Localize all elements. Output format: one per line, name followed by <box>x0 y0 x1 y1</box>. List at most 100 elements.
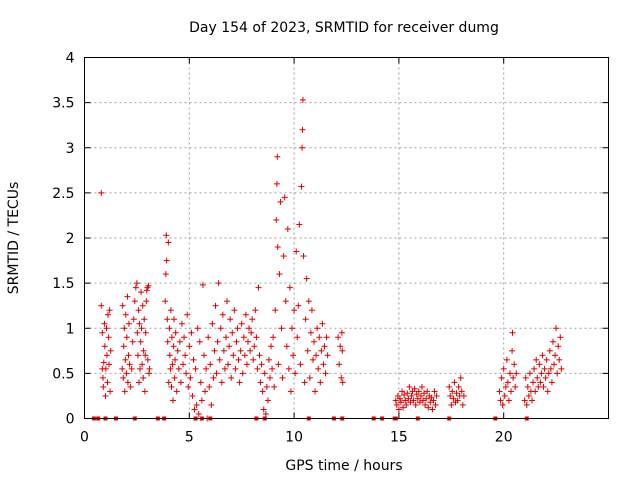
data-point <box>320 361 327 368</box>
data-point <box>166 325 173 332</box>
data-point <box>138 325 145 332</box>
data-point <box>234 325 241 332</box>
data-point <box>522 374 529 381</box>
data-point <box>134 352 141 359</box>
data-point <box>257 379 264 386</box>
data-point <box>177 379 184 386</box>
data-point <box>554 370 561 377</box>
data-point <box>291 307 298 314</box>
data-point <box>246 325 253 332</box>
data-point <box>209 320 216 327</box>
data-point <box>123 334 130 341</box>
data-point <box>501 392 508 399</box>
data-point <box>212 302 219 309</box>
data-point <box>542 374 549 381</box>
data-point <box>169 361 176 368</box>
data-point <box>544 388 551 395</box>
data-point <box>188 329 195 336</box>
data-point <box>170 343 177 350</box>
x-tick-label: 15 <box>390 430 408 446</box>
data-point <box>172 329 179 336</box>
data-point <box>324 352 331 359</box>
data-point <box>528 397 535 404</box>
data-point <box>227 316 234 323</box>
data-point <box>107 347 114 354</box>
data-point <box>139 361 146 368</box>
data-point <box>122 311 129 318</box>
data-point <box>421 390 428 397</box>
data-point <box>183 370 190 377</box>
data-point <box>195 410 202 417</box>
data-point <box>263 383 270 390</box>
data-point <box>285 365 292 372</box>
data-point <box>261 370 268 377</box>
data-point <box>279 374 286 381</box>
data-point <box>270 334 277 341</box>
data-point <box>274 244 281 251</box>
data-point <box>163 257 170 264</box>
data-point <box>185 383 192 390</box>
data-point <box>339 347 346 354</box>
data-point <box>278 325 285 332</box>
y-tick-label: 1.5 <box>52 276 74 292</box>
data-point <box>273 180 280 187</box>
data-point <box>220 347 227 354</box>
data-point <box>526 370 533 377</box>
data-point <box>181 334 188 341</box>
data-point <box>392 397 399 404</box>
data-point <box>194 325 201 332</box>
data-point <box>337 343 344 350</box>
data-point <box>503 356 510 363</box>
data-point <box>120 343 127 350</box>
data-point <box>316 334 323 341</box>
data-point <box>502 383 509 390</box>
data-point <box>396 395 403 402</box>
data-point <box>254 365 261 372</box>
data-point <box>532 388 539 395</box>
data-point <box>500 365 507 372</box>
data-point <box>143 287 150 294</box>
data-point <box>335 334 342 341</box>
data-point <box>193 401 200 408</box>
data-point <box>289 325 296 332</box>
data-point <box>199 281 206 288</box>
y-tick-label: 3.5 <box>52 96 74 112</box>
y-tick-label: 0.5 <box>52 366 74 382</box>
data-point <box>336 361 343 368</box>
data-point <box>405 395 412 402</box>
data-point <box>458 388 465 395</box>
data-point <box>277 198 284 205</box>
data-point <box>410 397 417 404</box>
x-tick-label: 0 <box>80 430 89 446</box>
data-point <box>537 379 544 386</box>
data-point <box>241 352 248 359</box>
data-point <box>447 392 454 399</box>
data-point <box>512 383 519 390</box>
data-point <box>141 388 148 395</box>
data-point <box>138 289 145 296</box>
data-point <box>423 395 430 402</box>
data-point <box>395 406 402 413</box>
data-point <box>280 253 287 260</box>
data-point <box>174 347 181 354</box>
data-point <box>137 365 144 372</box>
data-point <box>198 397 205 404</box>
data-point <box>247 347 254 354</box>
data-point <box>213 370 220 377</box>
data-point <box>256 352 263 359</box>
data-point <box>170 316 177 323</box>
data-point <box>103 325 110 332</box>
data-point <box>317 379 324 386</box>
data-point <box>415 388 422 395</box>
data-point <box>533 356 540 363</box>
data-point <box>339 379 346 386</box>
data-point <box>547 365 554 372</box>
data-point <box>262 410 269 417</box>
data-point <box>295 302 302 309</box>
y-tick-label: 1 <box>66 321 75 337</box>
data-point <box>499 401 506 408</box>
data-point <box>555 343 562 350</box>
data-point <box>300 253 307 260</box>
data-point <box>424 388 431 395</box>
data-point <box>414 395 421 402</box>
